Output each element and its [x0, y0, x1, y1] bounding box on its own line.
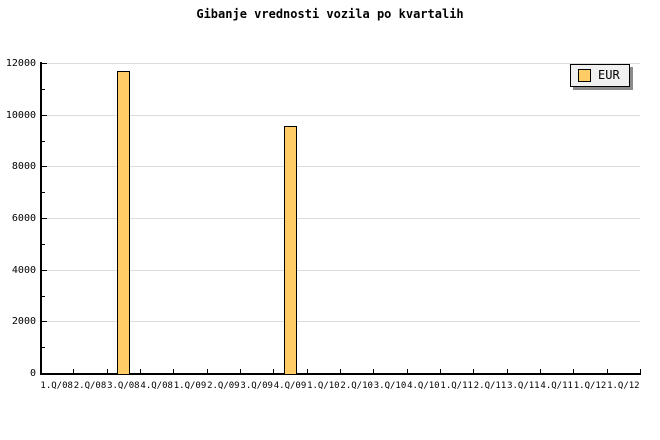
- y-axis: [40, 62, 42, 375]
- y-major-tick-2000: [42, 321, 47, 322]
- x-tick-16: [573, 369, 574, 373]
- x-tick-18: [640, 369, 641, 373]
- x-tick-15: [540, 369, 541, 373]
- y-minor-tick-9000: [42, 141, 45, 142]
- x-tick-6: [240, 369, 241, 373]
- x-tick-12: [440, 369, 441, 373]
- x-tick-label: 4.Q/08: [140, 381, 173, 391]
- y-tick-label: 0: [29, 368, 36, 379]
- y-major-tick-4000: [42, 270, 47, 271]
- x-tick-label: 2.Q/09: [207, 381, 240, 391]
- y-tick-label: 4000: [11, 265, 36, 276]
- y-tick-label: 6000: [11, 213, 36, 224]
- x-tick-label: 2.Q/11: [473, 381, 507, 391]
- x-tick-label: 3.Q/10: [373, 381, 407, 391]
- y-tick-label: 12000: [5, 58, 36, 69]
- y-major-tick-6000: [42, 218, 47, 219]
- x-tick-label: 3.Q/09: [240, 381, 273, 391]
- x-tick-8: [307, 369, 308, 373]
- y-minor-tick-1000: [42, 347, 45, 348]
- x-tick-label: 4.Q/09: [273, 381, 307, 391]
- x-tick-label: 1.Q/10: [307, 381, 340, 391]
- x-tick-label: 2.Q/10: [340, 381, 373, 391]
- x-tick-11: [407, 369, 408, 373]
- x-tick-label: 2.Q/08: [73, 381, 107, 391]
- chart-title: Gibanje vrednosti vozila po kvartalih: [196, 7, 464, 21]
- gridline-y-8000: [40, 166, 640, 167]
- x-tick-3: [140, 369, 141, 373]
- x-tick-9: [340, 369, 341, 373]
- gridline-y-6000: [40, 218, 640, 219]
- legend-label: EUR: [598, 68, 620, 82]
- bar-4.Q/09: [284, 126, 297, 375]
- x-tick-4: [173, 369, 174, 373]
- x-tick-label: 1.Q/09: [173, 381, 207, 391]
- x-tick-label: 3.Q/08: [107, 381, 140, 391]
- x-tick-7: [273, 369, 274, 373]
- x-tick-label: 1.Q/11: [440, 381, 473, 391]
- x-tick-5: [207, 369, 208, 373]
- x-tick-10: [373, 369, 374, 373]
- gridline-y-10000: [40, 115, 640, 116]
- y-minor-tick-11000: [42, 89, 45, 90]
- x-tick-2: [107, 369, 108, 373]
- gridline-y-4000: [40, 270, 640, 271]
- y-major-tick-12000: [42, 63, 47, 64]
- x-tick-17: [607, 369, 608, 373]
- y-tick-label: 8000: [11, 161, 36, 172]
- y-tick-label: 10000: [5, 110, 36, 121]
- y-major-tick-0: [42, 373, 47, 374]
- x-tick-label: 1.Q/12: [573, 381, 607, 391]
- gridline-y-2000: [40, 321, 640, 322]
- y-major-tick-8000: [42, 166, 47, 167]
- y-major-tick-10000: [42, 115, 47, 116]
- x-tick-1: [73, 369, 74, 373]
- x-tick-14: [507, 369, 508, 373]
- x-tick-label: 3.Q/11: [507, 381, 540, 391]
- y-minor-tick-3000: [42, 296, 45, 297]
- x-tick-13: [473, 369, 474, 373]
- x-tick-0: [40, 369, 41, 373]
- x-tick-label: 4.Q/11: [540, 381, 573, 391]
- x-tick-label: 1.Q/08: [40, 381, 73, 391]
- y-tick-label: 2000: [11, 316, 36, 327]
- y-minor-tick-5000: [42, 244, 45, 245]
- y-minor-tick-7000: [42, 192, 45, 193]
- legend-swatch-eur: [578, 69, 591, 82]
- x-tick-label: 4.Q/10: [407, 381, 440, 391]
- gridline-y-12000: [40, 63, 640, 64]
- bar-3.Q/08: [117, 71, 130, 375]
- legend: EUR: [570, 64, 630, 87]
- x-tick-label: 1.Q/12: [607, 381, 640, 391]
- x-axis: [40, 373, 641, 375]
